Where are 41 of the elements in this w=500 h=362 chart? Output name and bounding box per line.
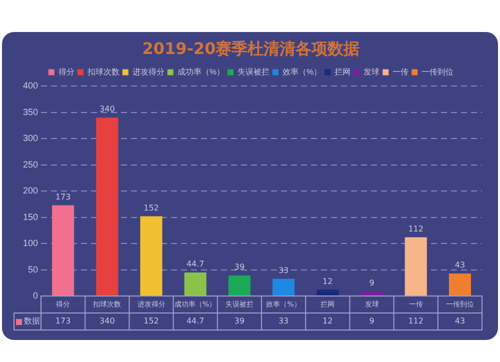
data-label: 173 xyxy=(55,192,71,202)
chart-title: 2019-20赛季杜清清各项数据 xyxy=(142,38,360,58)
data-label: 43 xyxy=(454,260,466,270)
legend-label: 一传到位 xyxy=(422,67,454,76)
text: 12 xyxy=(322,316,333,326)
data-label: 33 xyxy=(278,266,289,275)
data-label: 152 xyxy=(144,203,159,212)
legend-label: 拦网 xyxy=(334,67,351,76)
legend-label: 发球 xyxy=(364,67,380,76)
text: 43 xyxy=(454,316,466,326)
y-tick-label: 350 xyxy=(22,106,38,117)
data-label: 340 xyxy=(100,104,115,114)
y-tick-label: 200 xyxy=(22,186,38,196)
legend-label: 成功率（%） xyxy=(177,67,225,76)
y-tick-label: 0 xyxy=(33,290,38,300)
y-tick-label: 150 xyxy=(22,212,38,222)
legend-label: 进攻得分 xyxy=(132,67,164,76)
legend-label: 扣球次数 xyxy=(86,67,120,76)
text: 44.7 xyxy=(186,316,204,326)
y-tick-label: 250 xyxy=(22,159,38,170)
text: 152 xyxy=(144,316,159,326)
y-tick-label: 100 xyxy=(22,238,38,248)
y-tick-label: 400 xyxy=(22,80,38,91)
y-tick-label: 50 xyxy=(28,264,38,274)
data-label: 12 xyxy=(322,276,333,286)
text: 数据 xyxy=(24,316,40,326)
data-label: 39 xyxy=(234,262,245,272)
legend-label: 失误被拦 xyxy=(238,67,270,76)
y-tick-label: 300 xyxy=(22,133,38,144)
data-label: 9 xyxy=(369,278,374,288)
text: 39 xyxy=(234,316,245,326)
legend-label: 得分 xyxy=(58,67,74,76)
legend-label: 效率（%） xyxy=(282,67,322,76)
text: 9 xyxy=(369,316,374,326)
text: 340 xyxy=(100,316,115,326)
text: 33 xyxy=(278,316,289,326)
data-label: 112 xyxy=(408,224,424,234)
legend-label: 一传 xyxy=(392,67,409,76)
text: 173 xyxy=(55,316,71,326)
data-label: 44.7 xyxy=(186,260,204,269)
text: 112 xyxy=(408,316,424,326)
